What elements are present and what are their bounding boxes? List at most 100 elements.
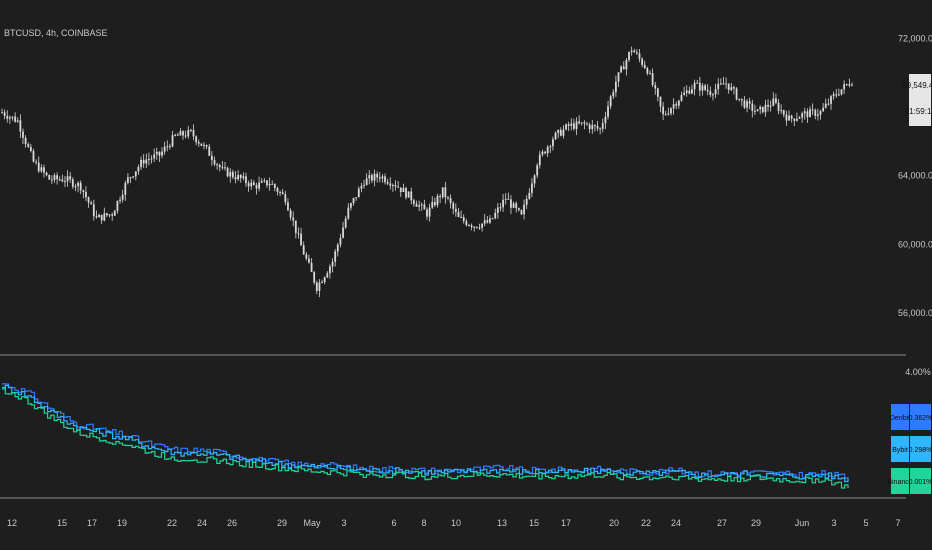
candle-body [767, 104, 769, 107]
candle-body [14, 116, 17, 122]
candle-body [284, 194, 287, 203]
candle-body [321, 282, 323, 284]
candle-body [609, 96, 612, 107]
candle-body [704, 85, 706, 90]
candle-body [701, 85, 704, 91]
candle-body [525, 198, 528, 205]
price-tick-label: 72,000.00 [898, 34, 932, 44]
candle-body [77, 182, 79, 187]
candle-body [830, 96, 832, 104]
candle-body [754, 110, 756, 112]
candle-body [780, 110, 783, 112]
candle-body [69, 176, 72, 180]
time-axis[interactable]: 12 15 17 19 22 24 26 29 May 3 6 8 10 13 15 17 20 22 24 27 29… [7, 518, 901, 528]
candle-body [489, 218, 491, 223]
candle-body [397, 186, 400, 188]
candle-body [176, 134, 179, 136]
candle-body [373, 173, 376, 181]
candle-body [40, 167, 43, 172]
candle-body [234, 177, 237, 180]
candle-body [137, 167, 140, 172]
candle-body [851, 84, 853, 86]
candle-body [628, 52, 630, 60]
candle-body [824, 103, 827, 108]
candle-body [746, 101, 748, 108]
candle-body [460, 216, 463, 218]
candle-body [381, 176, 384, 179]
candle-body [664, 114, 667, 116]
candle-body [483, 220, 486, 224]
candle-body [407, 191, 410, 198]
symbol-title: BTCUSD, 4h, COINBASE [4, 28, 108, 38]
candle-body [436, 196, 439, 206]
price-pane[interactable] [1, 46, 853, 298]
candle-body [538, 154, 541, 166]
candle-body [121, 194, 124, 200]
candle-body [260, 181, 263, 183]
last-price-value: 69,549.41 [902, 81, 932, 90]
funding-pane[interactable] [2, 383, 849, 489]
candle-body [271, 183, 274, 185]
legend-value-deribit: 0.362% [909, 415, 932, 422]
candle-body [528, 192, 531, 199]
candle-body [371, 175, 373, 181]
candle-body [562, 129, 565, 136]
candle-body [174, 134, 177, 136]
candle-body [775, 98, 777, 103]
candle-body [300, 233, 302, 246]
legend-value-bybit: 0.298% [909, 447, 932, 454]
legend-name-binance: Binance [887, 479, 912, 486]
candle-body [331, 261, 334, 267]
candle-body [803, 111, 806, 114]
candle-body [221, 167, 224, 169]
candle-body [48, 174, 51, 180]
countdown-value: 01:59:11 [905, 107, 932, 116]
candle-body [578, 121, 581, 124]
candle-body [216, 164, 219, 166]
candle-body [806, 111, 809, 118]
candle-body [798, 117, 801, 119]
candle-body [761, 106, 764, 113]
candle-body [279, 191, 281, 193]
candle-body [140, 159, 142, 168]
candle-body [352, 198, 355, 204]
candle-body [546, 146, 549, 154]
candle-body [19, 120, 22, 132]
candle-body [709, 91, 712, 95]
candle-body [273, 184, 276, 189]
candle-body [588, 124, 591, 130]
time-tick-label: 26 [227, 518, 237, 528]
candle-body [103, 213, 106, 221]
candle-body [95, 216, 98, 218]
candle-body [541, 151, 544, 155]
candle-body [100, 214, 103, 221]
legend-value-bg-deribit [910, 404, 931, 430]
candle-body [698, 82, 701, 91]
candle-body [420, 204, 423, 206]
candle-body [410, 191, 413, 201]
candle-body [43, 167, 45, 173]
candle-body [142, 159, 145, 164]
time-tick-label: 10 [451, 518, 461, 528]
candle-body [801, 113, 804, 118]
candle-body [840, 89, 843, 95]
candle-body [116, 200, 119, 211]
legend-name-deribit: Deribit [890, 415, 910, 422]
candle-body [92, 204, 95, 217]
candle-body [811, 109, 814, 111]
candle-body [468, 225, 470, 227]
candle-body [502, 199, 504, 208]
candle-body [544, 151, 546, 154]
candle-body [722, 83, 725, 85]
candle-body [659, 96, 662, 107]
candle-body [583, 122, 586, 124]
price-axis[interactable]: 72,000.00 64,000.00 60,000.00 56,000.00 [898, 34, 932, 318]
candle-body [683, 92, 685, 95]
candle-body [29, 146, 32, 151]
candle-body [8, 117, 11, 119]
candle-body [670, 108, 672, 114]
candle-body [614, 81, 617, 93]
